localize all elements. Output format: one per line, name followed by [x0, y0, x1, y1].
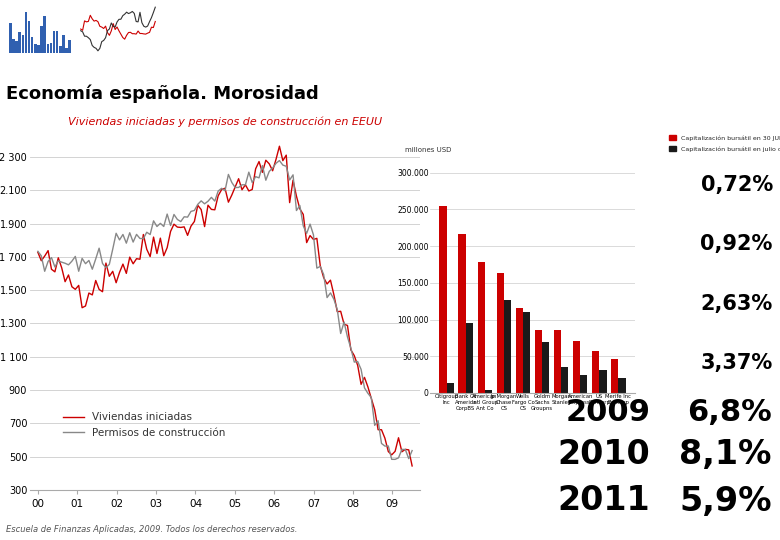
- Bar: [37, 45, 40, 53]
- Bar: [25, 12, 27, 53]
- Bar: [12, 39, 15, 53]
- Bar: [542, 342, 549, 393]
- Text: Crisis financiera: singularidad e impacto real.: Crisis financiera: singularidad e impact…: [6, 62, 282, 75]
- Viviendas iniciadas: [207, 206, 216, 213]
- Permisos de construcción: [407, 447, 417, 454]
- Permisos de construcción: [391, 456, 400, 463]
- Permisos de construcción: [207, 194, 216, 200]
- Bar: [580, 375, 587, 393]
- Viviendas iniciadas: [34, 249, 43, 255]
- Text: 2010: 2010: [558, 438, 651, 471]
- Viviendas iniciadas: [275, 143, 284, 150]
- Bar: [53, 31, 55, 53]
- Bar: [554, 330, 561, 393]
- Bar: [497, 273, 504, 393]
- Bar: [523, 312, 530, 393]
- Permisos de construcción: [275, 157, 284, 164]
- Text: Esc. Ce: Esc. Ce: [647, 117, 769, 146]
- Bar: [34, 44, 37, 53]
- Bar: [69, 39, 71, 53]
- Text: 0,92%: 0,92%: [700, 234, 773, 254]
- Bar: [459, 234, 466, 393]
- Viviendas iniciadas: [407, 463, 417, 469]
- Bar: [31, 37, 34, 53]
- Bar: [22, 35, 24, 53]
- Bar: [504, 300, 511, 393]
- Bar: [484, 390, 492, 393]
- Permisos de construcción: [119, 231, 128, 238]
- Bar: [612, 359, 619, 393]
- Bar: [599, 370, 607, 393]
- Viviendas iniciadas: [397, 449, 406, 455]
- Text: Escuela de Finanzas Aplicadas, 2009. Todos los derechos reservados.: Escuela de Finanzas Aplicadas, 2009. Tod…: [6, 525, 298, 535]
- Text: 2011: 2011: [558, 484, 651, 517]
- Bar: [41, 25, 43, 53]
- Bar: [466, 323, 473, 393]
- Permisos de construcción: [251, 173, 261, 180]
- Text: 6,8%: 6,8%: [687, 398, 771, 427]
- Bar: [47, 44, 49, 53]
- Text: 5,9%: 5,9%: [679, 484, 771, 517]
- Permisos de construcción: [172, 216, 182, 222]
- Bar: [16, 40, 18, 53]
- Bar: [592, 351, 599, 393]
- Permisos de construcción: [129, 239, 138, 245]
- Bar: [516, 308, 523, 393]
- Bar: [619, 377, 626, 393]
- Text: millones USD: millones USD: [406, 147, 452, 153]
- Text: 2,63%: 2,63%: [700, 294, 773, 314]
- Text: Economía española. Morosidad: Economía española. Morosidad: [6, 85, 319, 103]
- Bar: [477, 262, 484, 393]
- Bar: [561, 367, 569, 393]
- Text: 2009: 2009: [566, 398, 651, 427]
- Permisos de construcción: [34, 248, 43, 254]
- Viviendas iniciadas: [119, 261, 128, 267]
- Bar: [28, 21, 30, 53]
- Bar: [535, 330, 542, 393]
- Text: 0,72%: 0,72%: [700, 175, 773, 195]
- Bar: [59, 46, 62, 53]
- Viviendas iniciadas: [172, 224, 182, 231]
- Bar: [439, 206, 447, 393]
- Text: Emilio Ontiveros: Emilio Ontiveros: [285, 62, 381, 75]
- Bar: [44, 16, 46, 53]
- Bar: [9, 23, 12, 53]
- Bar: [19, 32, 21, 53]
- Text: 3,37%: 3,37%: [700, 353, 773, 373]
- Bar: [62, 35, 65, 53]
- Legend: Viviendas iniciadas, Permisos de construcción: Viviendas iniciadas, Permisos de constru…: [58, 408, 229, 442]
- Bar: [50, 43, 52, 53]
- Viviendas iniciadas: [129, 260, 138, 267]
- Bar: [66, 48, 68, 53]
- Title: Viviendas iniciadas y permisos de construcción en EEUU: Viviendas iniciadas y permisos de constr…: [68, 117, 382, 127]
- Line: Permisos de construcción: Permisos de construcción: [38, 160, 412, 460]
- Bar: [573, 341, 580, 393]
- Bar: [56, 31, 58, 53]
- Permisos de construcción: [401, 446, 410, 453]
- Viviendas iniciadas: [251, 166, 261, 172]
- Line: Viviendas iniciadas: Viviendas iniciadas: [38, 146, 412, 466]
- Legend: Capitalización bursátil en 30 JUN 2007, Capitalización bursátil en julio de 2009: Capitalización bursátil en 30 JUN 2007, …: [666, 133, 780, 154]
- Bar: [447, 383, 454, 393]
- Text: 8,1%: 8,1%: [679, 438, 771, 471]
